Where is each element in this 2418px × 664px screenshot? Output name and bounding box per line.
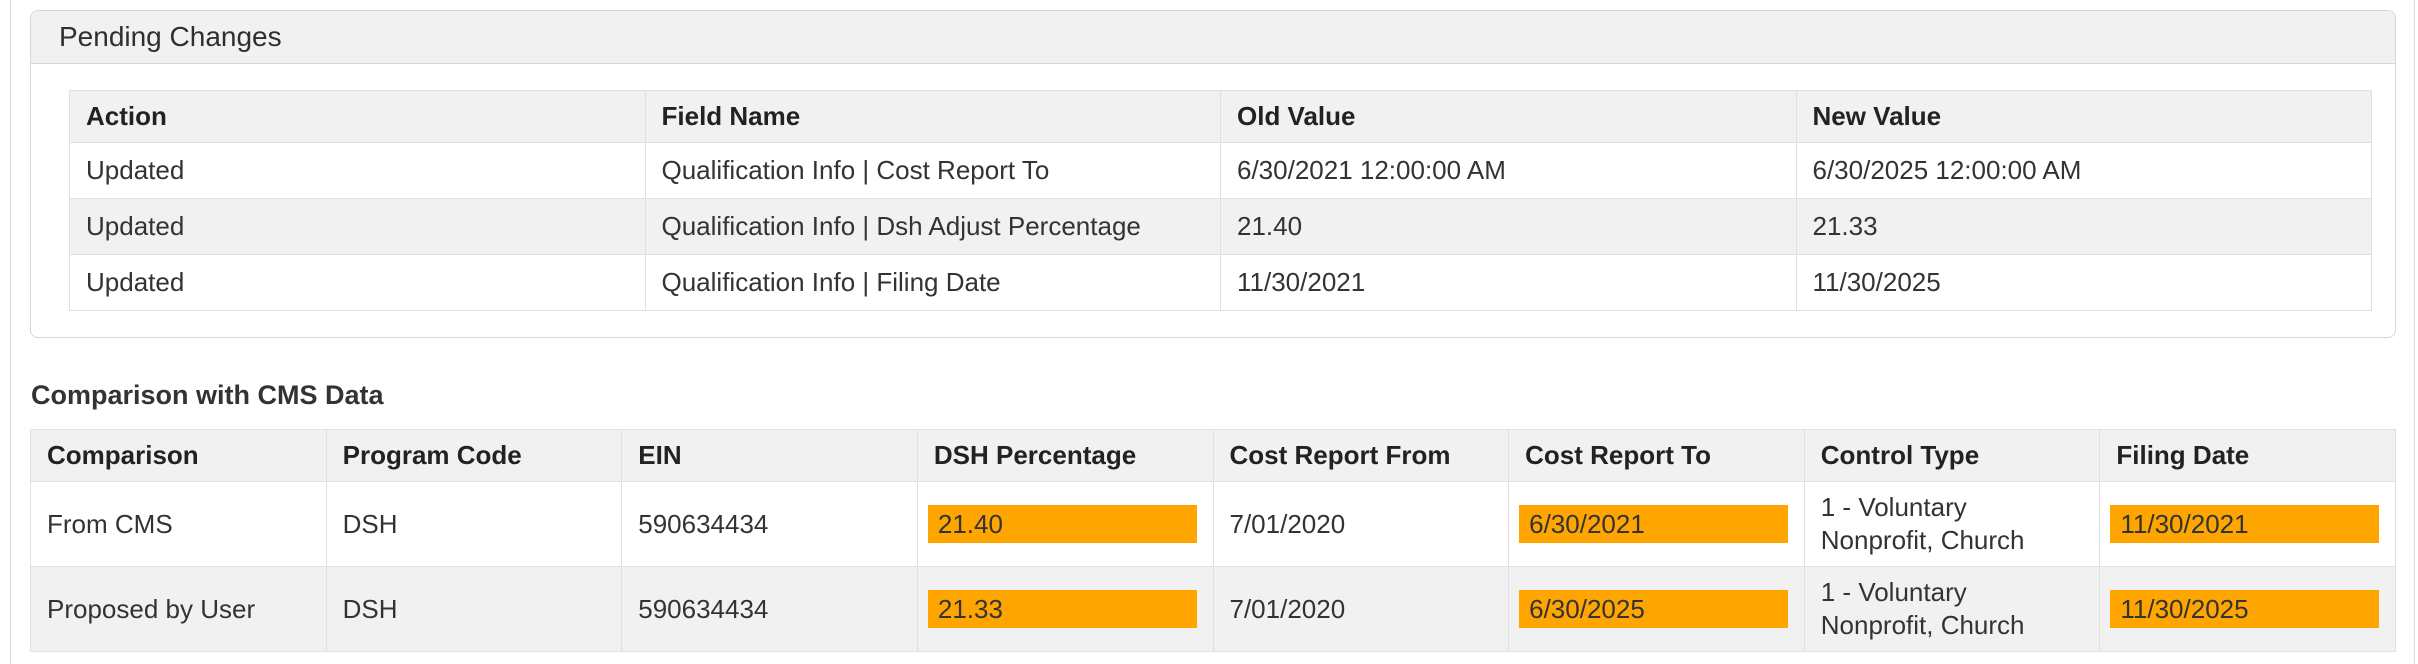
column-header: New Value	[1795, 90, 2372, 143]
table-cell: 21.33	[916, 566, 1214, 652]
pending-changes-title: Pending Changes	[31, 11, 2395, 64]
column-header: Program Code	[325, 429, 623, 482]
comparison-header-row: Comparison Program Code EIN DSH Percentage C…	[30, 429, 2396, 482]
table-row: From CMS DSH 590634434 21.40 7/01/2020 6/30/2…	[30, 481, 2396, 567]
column-header: Filing Date	[2099, 429, 2396, 482]
highlighted-value: 11/30/2025	[2110, 590, 2379, 628]
comparison-table: Comparison Program Code EIN DSH Percentage C…	[30, 429, 2396, 652]
table-cell: 7/01/2020	[1212, 481, 1510, 567]
table-cell: Proposed by User	[30, 566, 327, 652]
column-header: Cost Report To	[1508, 429, 1805, 482]
column-header: EIN	[621, 429, 918, 482]
column-header: Field Name	[644, 90, 1221, 143]
table-cell: 1 - Voluntary Nonprofit, Church	[1803, 566, 2101, 652]
table-cell: 21.40	[916, 481, 1214, 567]
pending-changes-body: Action Field Name Old Value New Value Updat…	[31, 64, 2395, 337]
table-cell: Qualification Info | Filing Date	[644, 254, 1221, 311]
table-cell: Updated	[69, 142, 646, 199]
table-cell: 1 - Voluntary Nonprofit, Church	[1803, 481, 2101, 567]
table-row: Updated Qualification Info | Dsh Adjust P…	[69, 198, 2372, 255]
highlighted-value: 6/30/2025	[1519, 590, 1788, 628]
content-panel: Pending Changes Action Field Name Old Valu…	[10, 0, 2415, 664]
table-cell: DSH	[325, 481, 623, 567]
table-cell: 21.33	[1795, 198, 2372, 255]
table-cell: Updated	[69, 198, 646, 255]
table-cell: 11/30/2025	[1795, 254, 2372, 311]
pending-changes-table: Action Field Name Old Value New Value Updat…	[69, 90, 2372, 311]
column-header: Old Value	[1220, 90, 1797, 143]
highlighted-value: 21.40	[927, 505, 1197, 543]
table-cell: 590634434	[621, 481, 918, 567]
column-header: Control Type	[1803, 429, 2101, 482]
highlighted-value: 11/30/2021	[2110, 505, 2379, 543]
table-cell: Updated	[69, 254, 646, 311]
highlighted-value: 21.33	[927, 590, 1197, 628]
column-header: Cost Report From	[1212, 429, 1510, 482]
table-cell: 11/30/2021	[2099, 481, 2396, 567]
table-cell: 7/01/2020	[1212, 566, 1510, 652]
table-cell: Qualification Info | Dsh Adjust Percenta…	[644, 198, 1221, 255]
table-cell: Qualification Info | Cost Report To	[644, 142, 1221, 199]
table-row: Updated Qualification Info | Cost Report …	[69, 142, 2372, 199]
table-cell: 11/30/2021	[1220, 254, 1797, 311]
table-cell: 11/30/2025	[2099, 566, 2396, 652]
table-cell: DSH	[325, 566, 623, 652]
pending-changes-panel: Pending Changes Action Field Name Old Valu…	[30, 10, 2396, 338]
comparison-section-title: Comparison with CMS Data	[31, 380, 384, 410]
pending-changes-header-row: Action Field Name Old Value New Value	[69, 90, 2372, 143]
table-cell: From CMS	[30, 481, 327, 567]
table-cell: 590634434	[621, 566, 918, 652]
table-cell: 6/30/2025 12:00:00 AM	[1795, 142, 2372, 199]
column-header: DSH Percentage	[916, 429, 1214, 482]
column-header: Action	[69, 90, 646, 143]
table-row: Updated Qualification Info | Filing Date 1…	[69, 254, 2372, 311]
highlighted-value: 6/30/2021	[1519, 505, 1788, 543]
column-header: Comparison	[30, 429, 327, 482]
table-cell: 21.40	[1220, 198, 1797, 255]
table-cell: 6/30/2021	[1508, 481, 1805, 567]
table-row: Proposed by User DSH 590634434 21.33 7/01/20…	[30, 566, 2396, 652]
table-cell: 6/30/2021 12:00:00 AM	[1220, 142, 1797, 199]
table-cell: 6/30/2025	[1508, 566, 1805, 652]
